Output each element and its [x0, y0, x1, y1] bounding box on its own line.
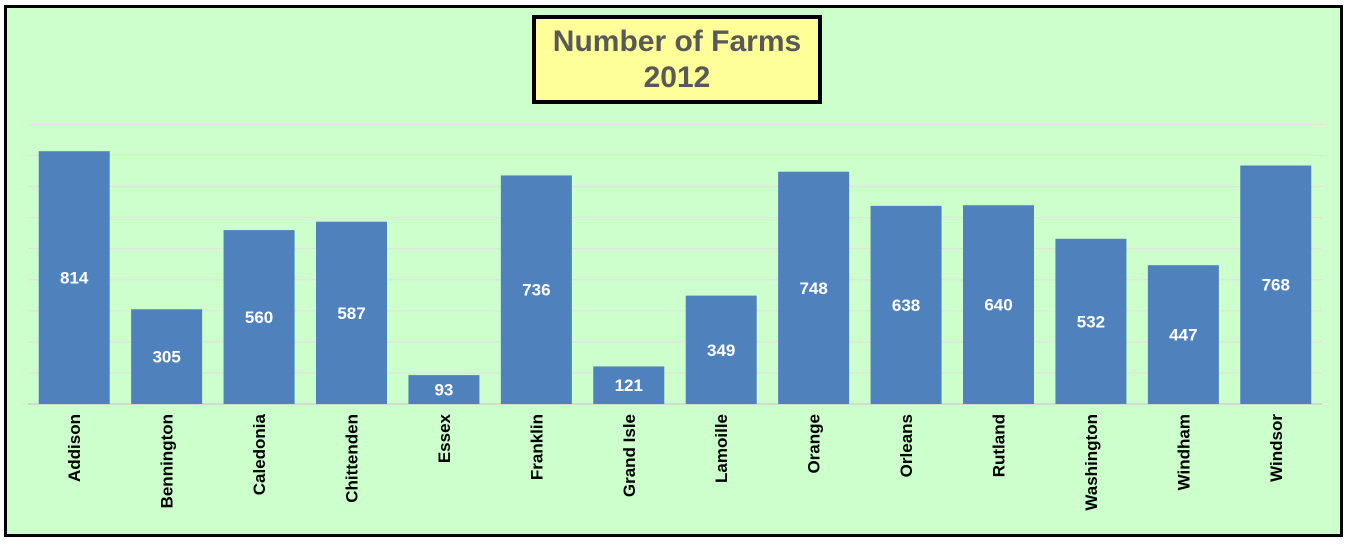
category-label: Caledonia — [250, 413, 269, 495]
bar-lamoille — [685, 295, 757, 404]
category-label: Windham — [1174, 414, 1193, 490]
data-label: 768 — [1262, 276, 1290, 295]
category-label: Addison — [65, 414, 84, 482]
chart-title-line1: Number of Farms — [552, 24, 802, 58]
data-label: 121 — [615, 376, 643, 395]
bars — [38, 151, 1312, 404]
category-label: Windsor — [1267, 414, 1286, 482]
category-label: Orleans — [897, 414, 916, 477]
data-label: 447 — [1169, 326, 1197, 345]
category-label: Washington — [1082, 414, 1101, 511]
category-label: Chittenden — [343, 414, 362, 503]
category-label: Bennington — [158, 414, 177, 508]
category-label: Essex — [435, 413, 454, 463]
data-label: 305 — [152, 348, 180, 367]
data-label: 640 — [984, 296, 1012, 315]
bar-windsor — [1240, 165, 1312, 404]
bar-addison — [38, 151, 110, 404]
bar-rutland — [963, 205, 1034, 404]
category-label: Lamoille — [712, 414, 731, 483]
bar-caledonia — [223, 230, 295, 404]
data-label: 532 — [1077, 312, 1105, 331]
data-label: 560 — [245, 308, 273, 327]
chart-title: Number of Farms 2012 — [532, 15, 822, 104]
category-labels: Addison Bennington Caledonia Chittenden Esse… — [65, 413, 1286, 510]
data-label: 93 — [434, 381, 453, 400]
data-label: 736 — [522, 281, 550, 300]
data-label: 587 — [337, 304, 365, 323]
data-label: 349 — [707, 341, 735, 360]
bar-windham — [1147, 265, 1219, 404]
data-labels: 814 305 560 587 93 736 121 349 748 638 640 532 447 76… — [60, 269, 1290, 400]
data-label: 748 — [799, 279, 827, 298]
category-label: Orange — [805, 414, 824, 474]
category-label: Grand Isle — [620, 414, 639, 497]
data-label: 814 — [60, 269, 89, 288]
bar-bennington — [131, 309, 203, 404]
category-label: Rutland — [990, 414, 1009, 477]
bar-chittenden — [316, 221, 387, 404]
chart-title-line2: 2012 — [643, 60, 711, 94]
bar-orange — [778, 171, 850, 404]
category-label: Franklin — [527, 414, 546, 480]
bar-franklin — [500, 175, 572, 404]
bar-grand-isle — [593, 366, 665, 404]
bar-essex — [408, 375, 480, 404]
gridlines — [28, 123, 1322, 405]
data-label: 638 — [892, 296, 920, 315]
bar-washington — [1055, 238, 1127, 404]
bar-orleans — [870, 205, 942, 404]
